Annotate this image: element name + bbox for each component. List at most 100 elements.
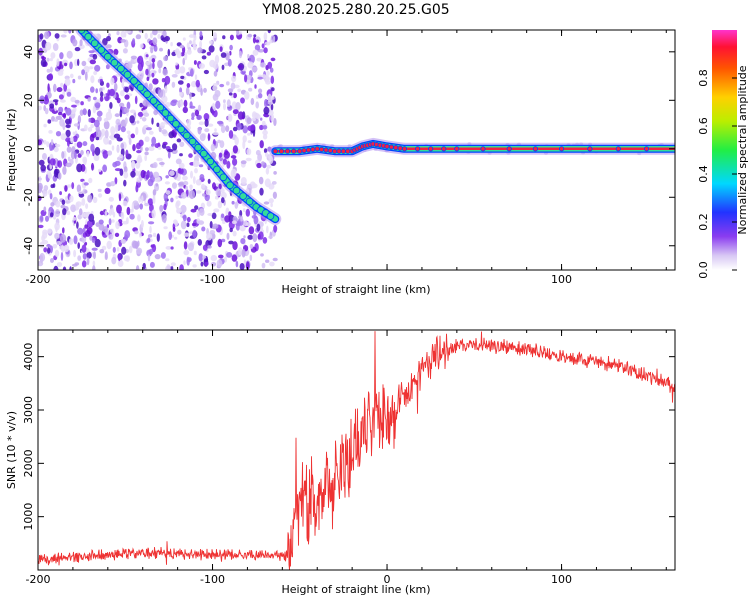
noise-speck [144,32,148,40]
noise-speck [102,164,107,173]
noise-speck [47,172,53,179]
noise-speck [108,108,111,114]
noise-speck [74,151,77,160]
noise-speck [188,34,195,38]
spectrogram-ytick-label: 40 [22,45,35,59]
noise-speck [88,50,95,54]
noise-speck [164,181,170,185]
noise-speck [132,144,136,152]
noise-speck [93,119,100,128]
noise-speck [159,204,164,212]
noise-speck [206,51,212,56]
noise-speck [83,211,89,218]
noise-speck [264,98,268,108]
noise-speck [149,261,155,268]
noise-speck [49,103,55,109]
noise-speck [60,82,64,88]
noise-speck [175,195,179,200]
noise-speck [81,244,87,253]
noise-speck [176,100,184,108]
noise-speck [182,57,185,66]
noise-speck [252,49,259,56]
noise-speck [270,202,273,208]
noise-speck [120,90,125,97]
noise-speck [165,266,168,270]
noise-speck [134,95,138,105]
noise-speck [228,130,234,139]
noise-speck [223,102,226,111]
noise-speck [157,142,161,148]
noise-speck [87,97,91,102]
noise-speck [122,220,129,225]
noise-speck [88,177,93,184]
noise-speck [38,105,42,111]
noise-speck [270,57,276,62]
noise-speck [153,45,158,52]
noise-speck [136,120,140,124]
noise-speck [86,220,94,228]
noise-speck [232,230,237,237]
noise-speck [121,246,127,255]
noise-speck [217,120,224,125]
noise-speck [115,118,121,126]
track-point [245,197,254,206]
track-point [310,146,316,152]
noise-speck [197,239,202,246]
noise-speck [193,43,197,51]
noise-speck [158,89,164,98]
noise-speck [201,226,206,232]
noise-speck [135,126,139,136]
noise-speck [172,143,178,151]
track-point [401,146,408,152]
noise-speck [234,201,239,209]
noise-speck [72,135,78,142]
noise-speck [74,99,80,104]
noise-speck [123,31,127,38]
signal-tracks [75,30,675,226]
noise-speck [136,150,142,154]
noise-speck [38,182,43,191]
track-point [587,146,593,152]
noise-speck [76,163,83,173]
noise-speck [273,224,278,233]
track-point [130,77,138,85]
noise-speck [99,78,103,83]
noise-speck [153,171,160,178]
noise-speck [67,139,70,147]
snr-ytick-label: 1000 [22,503,35,531]
noise-speck [65,162,72,168]
noise-speck [173,236,178,240]
noise-speck [148,56,153,63]
noise-speck [48,73,54,81]
noise-speck [103,117,109,122]
noise-speck [267,61,273,69]
noise-speck [50,258,54,263]
noise-speck [53,168,59,178]
colorbar-tick-label: 0.4 [697,165,710,183]
noise-speck [107,150,113,156]
noise-speck [248,226,255,235]
noise-speck [165,175,169,179]
noise-speck [43,247,48,253]
noise-speck [162,141,168,146]
noise-speck [108,196,115,202]
noise-speck [198,121,205,126]
noise-speck [69,61,73,70]
noise-speck [130,55,137,60]
noise-speck [70,96,77,103]
noise-speck [156,122,160,128]
noise-speck [86,251,92,259]
noise-speck [72,263,78,267]
noise-speck [220,188,225,194]
noise-speck [231,220,237,225]
noise-speck [95,136,100,141]
noise-speck [92,105,97,114]
snr-xlabel: Height of straight line (km) [281,583,430,596]
noise-speck [116,247,120,252]
noise-speck [264,178,271,188]
noise-speck [210,143,216,152]
noise-speck [229,34,234,41]
noise-speck [271,181,277,185]
noise-speck [124,94,130,100]
